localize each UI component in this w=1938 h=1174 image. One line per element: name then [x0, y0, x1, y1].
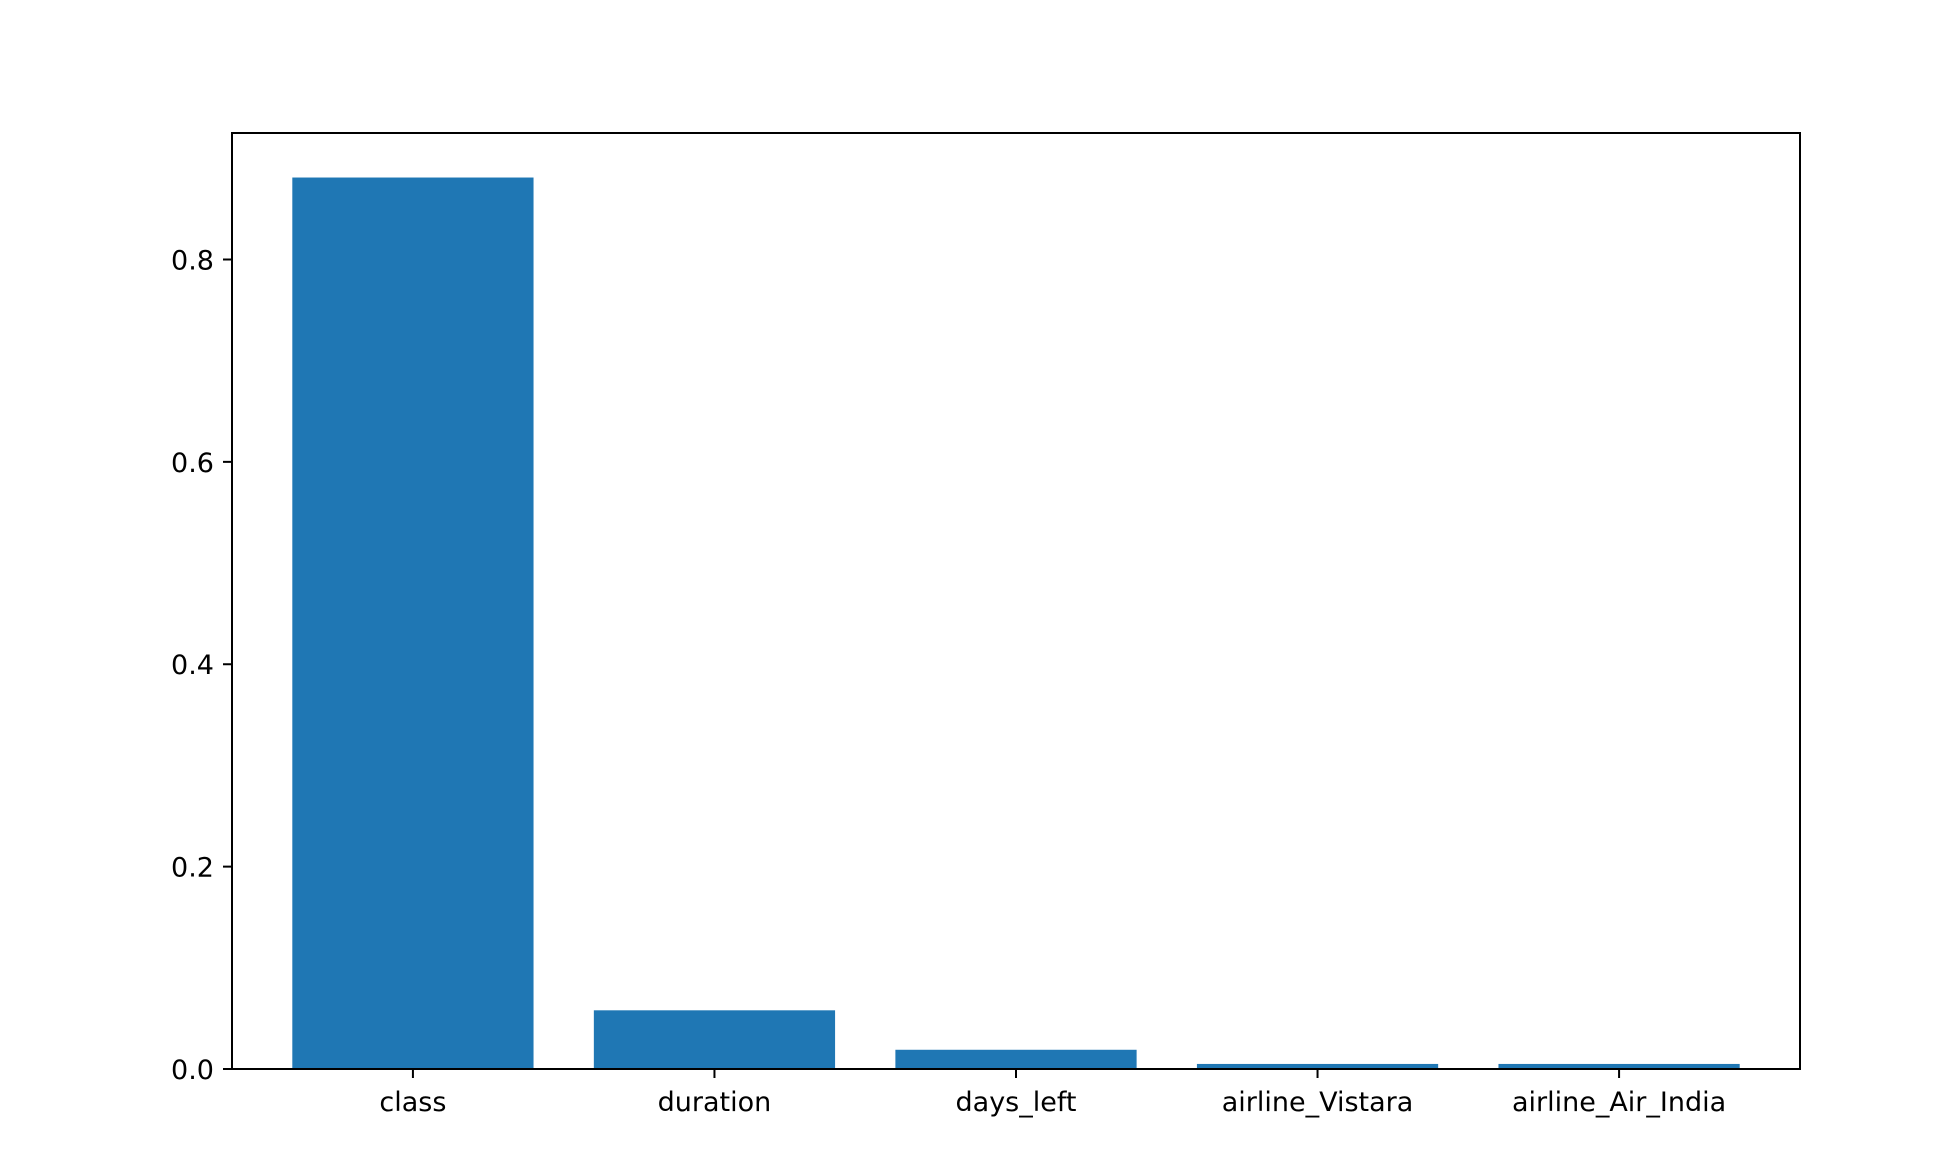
x-tick-label: airline_Vistara: [1222, 1087, 1414, 1118]
x-tick-label: class: [379, 1087, 446, 1118]
y-tick-label: 0.0: [171, 1055, 214, 1086]
y-tick-label: 0.6: [171, 448, 214, 479]
bar-duration: [593, 1010, 836, 1069]
bar-airline-vistara: [1196, 1063, 1439, 1069]
bar-days-left: [895, 1049, 1137, 1069]
bar-class: [292, 177, 534, 1069]
x-tick-label: days_left: [956, 1087, 1077, 1118]
y-tick-label: 0.2: [171, 853, 214, 884]
y-axis: 0.0 0.2 0.4 0.6 0.8: [171, 245, 232, 1086]
bar-airline-air-india: [1498, 1063, 1740, 1069]
y-tick-label: 0.4: [171, 650, 214, 681]
plot-frame: [231, 132, 1801, 1070]
x-tick-label: airline_Air_India: [1512, 1087, 1726, 1118]
bars-group: [292, 177, 1740, 1069]
y-tick-label: 0.8: [171, 245, 214, 276]
x-tick-label: duration: [658, 1087, 772, 1118]
x-axis: class duration days_left airline_Vistara air…: [379, 1069, 1726, 1118]
